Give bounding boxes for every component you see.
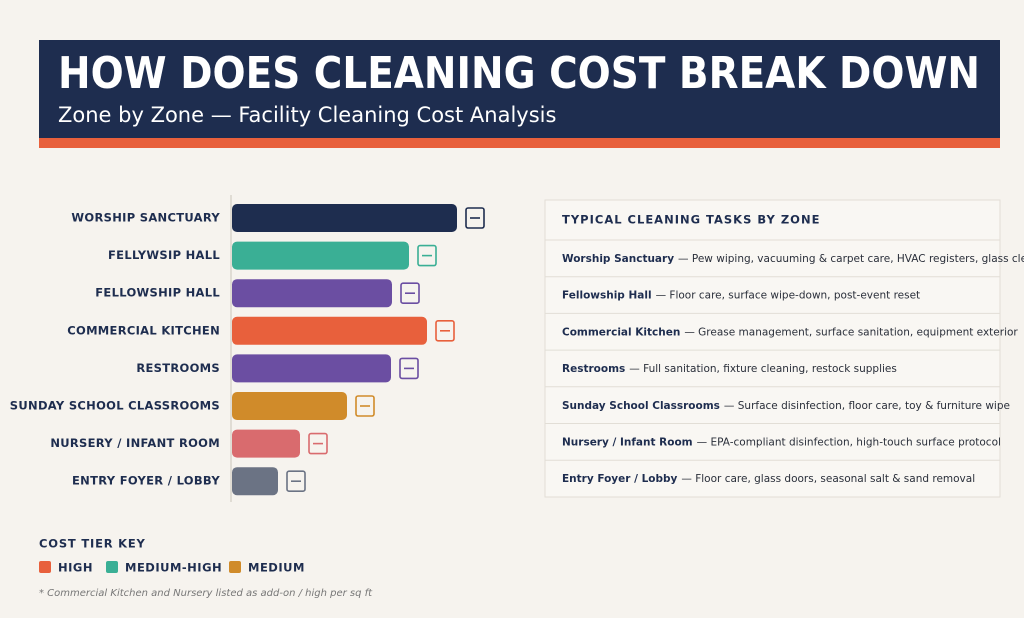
- zone-description: — Floor care, glass doors, seasonal salt…: [681, 473, 975, 485]
- task-row: Entry Foyer / Lobby — Floor care, glass d…: [562, 473, 975, 485]
- zone-name: Restrooms: [562, 363, 625, 375]
- bar: [232, 429, 300, 458]
- zone-description: — Surface disinfection, floor care, toy …: [724, 400, 1010, 412]
- zone-icon: [308, 432, 328, 455]
- bar: [232, 241, 409, 270]
- bar: [232, 354, 391, 383]
- header-band: [39, 40, 1000, 138]
- zone-name: Nursery / Infant Room: [562, 437, 693, 449]
- category-label: RESTROOMS: [136, 361, 220, 375]
- category-label: SUNDAY SCHOOL CLASSROOMS: [10, 399, 220, 413]
- zone-icon: [435, 319, 455, 342]
- zone-description: — Grease management, surface sanitation,…: [684, 326, 1018, 338]
- zone-icon: [400, 282, 420, 305]
- note: * Commercial Kitchen and Nursery listed …: [39, 588, 373, 599]
- category-label: WORSHIP SANCTUARY: [71, 211, 220, 225]
- task-row: Restrooms — Full sanitation, fixture clea…: [562, 363, 897, 375]
- task-row: Commercial Kitchen — Grease management, s…: [562, 326, 1018, 338]
- tasks-title: TYPICAL CLEANING TASKS BY ZONE: [562, 213, 820, 227]
- tasks-panel: [544, 199, 1001, 498]
- bar: [232, 467, 278, 496]
- zone-name: Sunday School Classrooms: [562, 400, 720, 412]
- task-row: Sunday School Classrooms — Surface disinf…: [562, 400, 1010, 412]
- zone-description: — EPA-compliant disinfection, high-touch…: [697, 437, 1001, 449]
- category-label: ENTRY FOYER / LOBBY: [72, 474, 220, 488]
- category-label: FELLOWSHIP HALL: [95, 286, 220, 300]
- category-label: NURSERY / INFANT ROOM: [50, 436, 220, 450]
- header-stripe: [39, 138, 1000, 148]
- legend-label: HIGH: [58, 561, 93, 575]
- bar: [232, 279, 392, 308]
- zone-name: Commercial Kitchen: [562, 326, 680, 338]
- legend-swatch: [39, 561, 51, 573]
- task-row: Nursery / Infant Room — EPA-compliant dis…: [562, 437, 1001, 449]
- zone-description: — Floor care, surface wipe-down, post-ev…: [656, 290, 921, 302]
- zone-name: Fellowship Hall: [562, 290, 652, 302]
- title: HOW DOES CLEANING COST BREAK DOWN: [58, 48, 980, 99]
- zone-icon: [465, 207, 485, 229]
- task-row: Fellowship Hall — Floor care, surface wip…: [562, 290, 920, 302]
- legend-label: MEDIUM: [248, 561, 305, 575]
- category-label: COMMERCIAL KITCHEN: [67, 323, 220, 337]
- legend-title: COST TIER KEY: [39, 537, 146, 551]
- zone-name: Worship Sanctuary: [562, 253, 674, 265]
- zone-icon: [355, 395, 375, 417]
- legend-swatch: [229, 561, 241, 573]
- zone-icon: [286, 470, 306, 493]
- category-label: FELLYWSIP HALL: [108, 248, 220, 262]
- zone-description: — Full sanitation, fixture cleaning, res…: [629, 363, 897, 375]
- bar: [232, 392, 347, 420]
- task-row: Worship Sanctuary — Pew wiping, vacuuming…: [562, 253, 1024, 265]
- legend-swatch: [106, 561, 118, 573]
- bar: [232, 316, 427, 345]
- legend-label: MEDIUM-HIGH: [125, 561, 222, 575]
- zone-icon: [399, 357, 419, 380]
- zone-description: — Pew wiping, vacuuming & carpet care, H…: [678, 253, 1024, 265]
- bar: [232, 204, 457, 232]
- zone-name: Entry Foyer / Lobby: [562, 473, 678, 485]
- zone-icon: [417, 244, 437, 267]
- subtitle: Zone by Zone — Facility Cleaning Cost An…: [58, 103, 556, 127]
